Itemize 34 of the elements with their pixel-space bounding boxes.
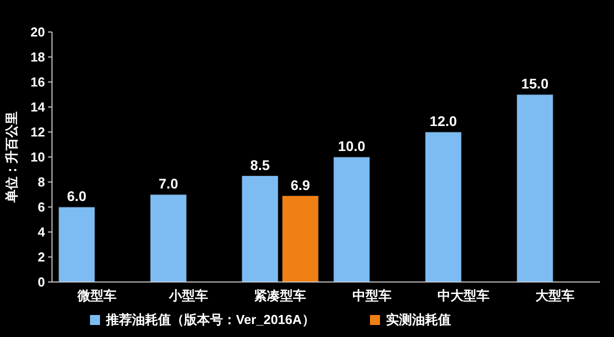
x-tick-label: 中大型车 [437,288,490,303]
y-axis-title: 单位：升百公里 [4,112,19,204]
y-tick-label: 0 [38,274,45,290]
y-tick-label: 18 [30,50,45,65]
data-label: 10.0 [338,138,366,154]
bar [516,94,554,282]
x-tick-label: 紧凑型车 [254,288,306,303]
data-label: 15.0 [521,76,549,92]
y-tick-label: 16 [30,74,45,90]
bar [282,196,319,282]
bar [424,132,462,282]
y-tick-label: 4 [38,224,46,240]
y-tick-label: 6 [38,200,45,215]
bar [242,176,278,282]
y-tick-label: 10 [30,150,45,165]
bar [58,206,96,282]
bar [333,156,370,282]
data-label: 12.0 [430,113,458,129]
data-label: 6.0 [67,188,87,204]
y-tick-label: 8 [38,174,45,190]
x-tick-label: 微型车 [76,288,116,303]
bar [150,194,187,282]
x-tick-label: 大型车 [536,288,575,303]
y-tick-label: 14 [30,100,46,115]
data-label: 7.0 [158,176,178,192]
y-tick-label: 20 [30,24,45,40]
x-tick-label: 小型车 [168,288,208,303]
legend-label: 实测油耗值 [386,312,451,327]
x-tick-label: 中型车 [352,288,392,303]
y-tick-label: 2 [38,250,45,265]
data-label: 6.9 [290,176,310,193]
y-tick-label: 12 [30,124,45,140]
data-label: 8.5 [250,156,270,173]
legend-label: 推荐油耗值（版本号：Ver_2016A） [105,312,315,327]
